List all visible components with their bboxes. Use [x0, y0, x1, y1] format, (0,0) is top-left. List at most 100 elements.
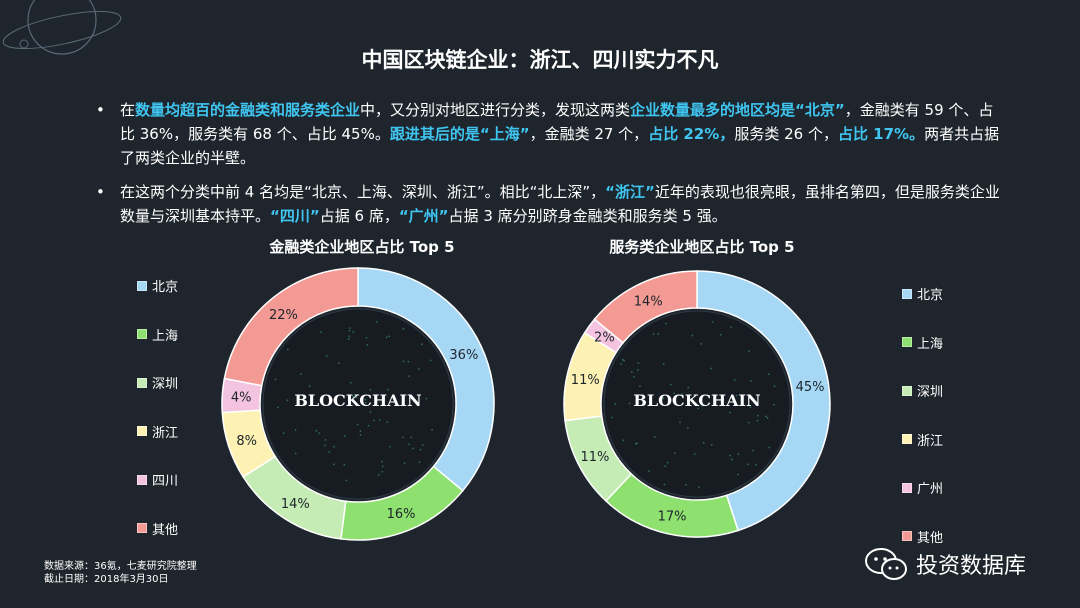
legend-label: 浙江: [917, 433, 944, 449]
donut-slice: [223, 267, 359, 387]
legend-swatch: [902, 337, 912, 347]
network-node: [707, 395, 710, 398]
network-node: [628, 402, 631, 405]
network-node: [614, 402, 617, 405]
source-note: 数据来源：36氪，七麦研究院整理 截止日期：2018年3月30日: [44, 560, 197, 586]
network-node: [662, 397, 665, 400]
network-node: [621, 358, 624, 361]
network-node: [702, 441, 705, 444]
network-node: [419, 448, 422, 451]
bullet-text-1: 在数量均超百的金融类和服务类企业中，又分别对地区进行分类，发现这两类企业数量最多…: [120, 101, 999, 167]
donut-slice: [357, 267, 495, 492]
network-node: [337, 362, 340, 365]
network-node: [385, 336, 388, 339]
network-node: [381, 465, 384, 468]
legend-swatch: [137, 280, 147, 291]
network-node: [365, 336, 368, 339]
highlight-text: 占比 17%。: [837, 125, 925, 143]
network-node: [648, 470, 650, 473]
network-node: [359, 430, 362, 432]
donut-slice: [696, 270, 831, 532]
network-node: [387, 388, 390, 391]
slice-data-label: 36%: [449, 348, 478, 363]
network-node: [315, 429, 318, 432]
network-node: [749, 406, 752, 409]
network-node: [412, 447, 414, 450]
legend-label: 深圳: [152, 377, 179, 392]
network-node: [274, 378, 277, 381]
legend-label: 上海: [917, 336, 944, 352]
body-text: 近年的表现也很亮眼，虽排名第四，但是服务类企业数量与深圳基本持平。: [120, 183, 1000, 225]
network-node: [324, 444, 326, 447]
network-node: [737, 453, 740, 455]
network-node: [735, 394, 738, 397]
legend-item: 北京: [137, 276, 178, 295]
legend-item: 浙江: [902, 430, 943, 449]
network-node: [418, 461, 421, 464]
network-node: [736, 473, 739, 476]
network-node: [402, 327, 405, 330]
legend-item: 其他: [137, 519, 178, 538]
legend-swatch: [902, 482, 912, 493]
network-node: [689, 397, 692, 400]
network-node: [679, 421, 681, 424]
network-node: [698, 486, 700, 489]
network-node: [431, 428, 433, 431]
network-node: [657, 333, 660, 335]
service-legend: 北京 上海 深圳 浙江 广州 其他: [902, 284, 982, 546]
bullet-item-2: • 在这两个分类中前 4 名均是“北京、上海、深圳、浙江”。相比“北上深”，“浙…: [88, 180, 1000, 228]
brand-name: 投资数据库: [916, 554, 1027, 579]
bullet-marker: •: [96, 101, 105, 119]
network-node: [636, 369, 639, 371]
legend-item: 上海: [902, 333, 943, 352]
wechat-icon: [865, 548, 907, 580]
network-node: [752, 449, 754, 452]
network-node: [375, 321, 378, 323]
network-node: [366, 343, 369, 346]
network-node: [634, 442, 637, 445]
legend-item: 四川: [137, 470, 178, 489]
network-node: [773, 385, 776, 388]
slice-data-label: 45%: [796, 380, 825, 395]
network-node: [429, 359, 432, 362]
highlight-text: “广州”: [398, 207, 449, 225]
body-text: 服务类 26 个，: [734, 125, 838, 143]
legend-label: 深圳: [917, 385, 944, 400]
source-line: 数据来源：36氪，七麦研究院整理: [44, 561, 197, 572]
bullet-text-2: 在这两个分类中前 4 名均是“北京、上海、深圳、浙江”。相比“北上深”，“浙江”…: [120, 183, 1000, 225]
network-node: [700, 343, 703, 345]
legend-label: 四川: [152, 474, 179, 489]
network-node: [377, 473, 380, 476]
legend-label: 其他: [917, 530, 944, 546]
network-node: [756, 419, 759, 422]
legend-swatch: [137, 377, 147, 388]
network-core-graphic: [603, 310, 791, 498]
legend-item: 深圳: [137, 373, 178, 392]
network-node: [697, 407, 700, 410]
network-node: [693, 453, 696, 455]
network-node: [639, 385, 641, 388]
network-node: [402, 436, 405, 439]
network-node: [286, 348, 289, 351]
network-node: [324, 439, 327, 441]
donut-slice: [593, 270, 698, 344]
service-donut-chart: 45% 17% 11% 11% 2% 14% BLOCKCHAIN: [563, 270, 831, 538]
network-node: [620, 363, 622, 366]
network-node: [711, 321, 714, 323]
network-node: [408, 375, 410, 378]
network-node: [703, 404, 705, 407]
network-node: [637, 362, 640, 364]
network-node: [372, 419, 375, 422]
network-node: [664, 465, 667, 467]
network-node: [349, 381, 352, 384]
network-node: [333, 463, 335, 466]
legend-swatch: [137, 329, 147, 339]
bullet-marker: •: [96, 183, 105, 201]
network-node: [359, 434, 362, 436]
network-node: [286, 399, 289, 402]
network-node: [343, 463, 346, 466]
legend-item: 深圳: [902, 381, 943, 400]
highlight-text: “浙江”: [605, 183, 655, 201]
network-node: [343, 435, 346, 438]
network-node: [364, 398, 367, 401]
